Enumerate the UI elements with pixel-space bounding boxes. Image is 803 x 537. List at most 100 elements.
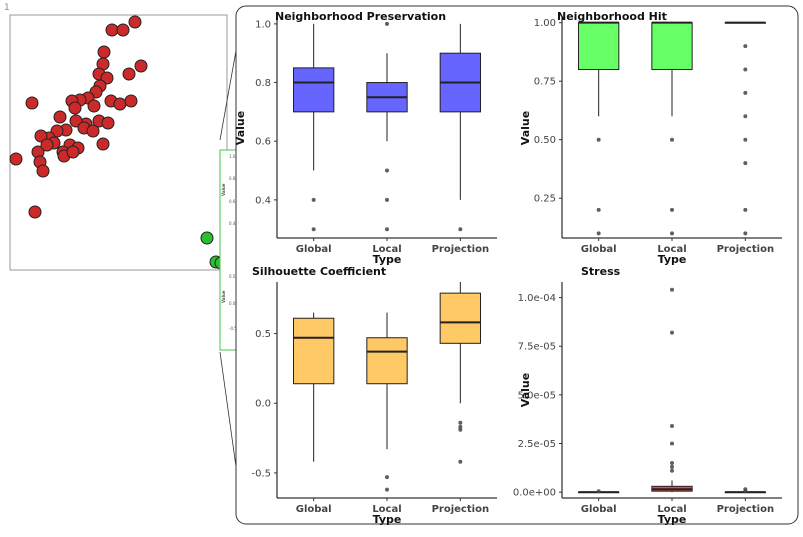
y-tick-label: 0.8 [255,78,271,89]
scatter-point [34,129,48,143]
outlier-point [743,67,748,72]
outlier-point [670,441,674,446]
scatter-point [97,45,111,59]
box-projection [724,487,767,494]
x-axis-title: Type [373,253,402,266]
x-tick-label: Global [581,504,617,515]
box-plot-panel: Stress 1.0e-04 7.5e-05 5.0e-05 2.5e-05 0.0e+0… [513,265,782,526]
x-tick-label: Projection [717,244,774,255]
inset-tick: 0.5 [229,274,236,279]
box-projection [724,21,767,236]
scatter-point [113,97,127,111]
x-tick-label: Global [296,244,332,255]
outlier-point [743,231,748,236]
x-axis-title: Type [373,513,402,526]
scatter-points [9,15,148,219]
scatter-point [101,116,115,130]
outlier-point [385,487,389,492]
box-body [293,317,335,385]
x-tick-label: Projection [432,504,489,515]
box-body [578,22,620,70]
scatter-point [9,152,23,166]
zoom-panel [235,5,799,525]
inset-tick: 0.0 [229,301,236,306]
box-body [651,22,693,70]
scatter-point [128,15,142,29]
outlier-point [458,227,463,232]
inset-tick: -0.5 [229,326,237,331]
scatter-point [105,23,119,37]
outlier-point [458,420,463,425]
outlier-point [670,468,674,473]
scatter-point [28,205,42,219]
scatter-point [122,67,136,81]
outlier-point [596,231,601,236]
outlier-point [743,489,748,494]
inset-tick: 0.6 [229,199,236,204]
scatter-point [134,59,148,73]
box-plot-panel: Neighborhood Preservation 1.0 0.8 0.6 0.4 Glo… [234,10,497,266]
x-tick-label: Global [581,244,617,255]
box-local [366,21,408,232]
y-tick-label: 5.0e-05 [518,390,556,401]
outlier-point [596,489,601,494]
outlier-point [670,207,674,212]
scatter-point [87,99,101,113]
scatter-point [66,145,80,159]
outlier-point [596,137,601,142]
outlier-point [670,330,674,335]
box-plot-grid: Neighborhood Preservation 1.0 0.8 0.6 0.4 Glo… [234,10,782,526]
y-axis-title: Value [234,111,247,145]
outlier-point [311,227,316,232]
box-local [651,287,693,493]
outlier-point [385,197,389,202]
inset-axis-label: Value [221,290,226,303]
scatter-point [36,164,50,178]
outlier-point [458,459,463,464]
inset-tick: 0.4 [229,221,236,226]
panel-title: Silhouette Coefficient [252,265,386,278]
outlier-point [385,21,389,26]
outlier-point [743,207,748,212]
y-tick-label: 2.5e-05 [518,439,556,450]
outlier-point [743,161,748,166]
outlier-point [458,424,463,429]
outlier-point [670,460,674,465]
highlight-point [200,231,214,245]
box-plot-panel: Silhouette Coefficient 0.5 0.0 -0.5 Global Lo… [251,265,497,526]
box-local [651,21,693,236]
y-tick-label: 0.0e+00 [513,488,556,499]
outlier-point [743,44,748,49]
scatter-point [96,137,110,151]
scatter-point [53,110,67,124]
outlier-point [670,287,674,292]
y-tick-label: 0.4 [255,195,271,206]
inset-upper-ticks: 1.0 0.8 0.6 0.4 Value [221,154,236,226]
inset-tick: 0.8 [229,176,236,181]
outlier-point [596,207,601,212]
inset-lower-ticks: 0.5 0.0 -0.5 Value [221,274,237,331]
y-tick-label: -0.5 [251,468,271,479]
y-tick-label: 0.25 [534,194,556,205]
scatter-point [25,96,39,110]
outlier-point [385,227,389,232]
y-tick-label: 0.6 [255,137,271,148]
y-tick-label: 0.5 [255,329,271,340]
panel-title: Stress [581,265,621,278]
panel-title: Neighborhood Preservation [275,10,446,23]
box-global [293,23,335,232]
y-tick-label: 1.00 [534,18,556,29]
outlier-point [670,137,674,142]
box-body [293,67,335,113]
y-tick-label: 0.75 [534,77,556,88]
y-tick-label: 1.0 [255,19,271,30]
outlier-point [385,475,389,480]
y-tick-label: 0.0 [255,399,271,410]
y-axis-title: Value [519,111,532,145]
inset-axis-label: Value [221,183,226,196]
box-projection [439,23,481,232]
x-axis-title: Type [658,513,687,526]
scatter-point [40,138,54,152]
